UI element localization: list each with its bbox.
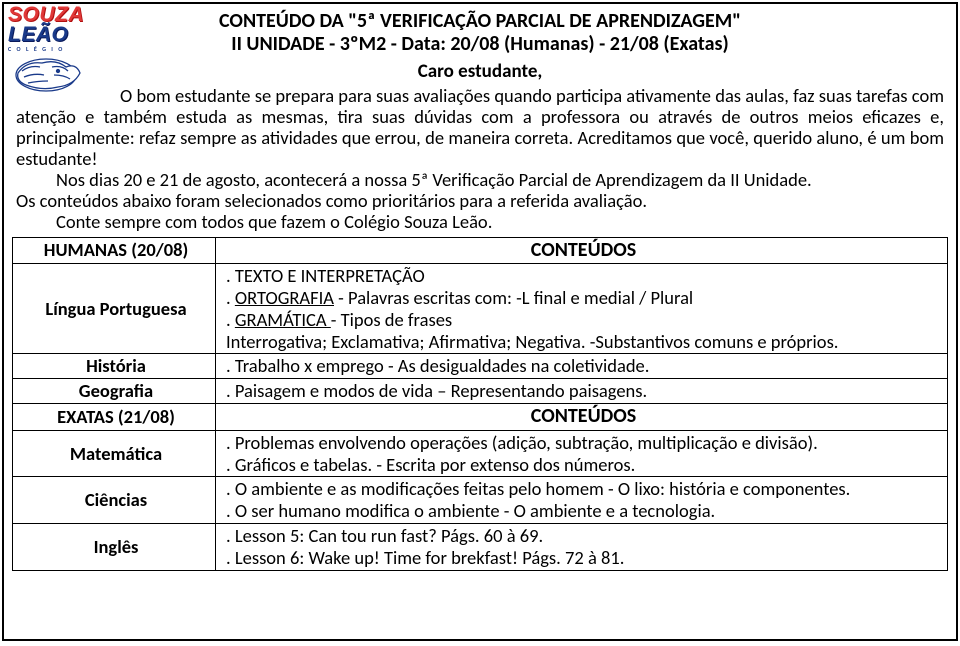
lion-icon bbox=[8, 55, 100, 104]
section-humanas-content-header: CONTEÚDOS bbox=[216, 237, 948, 264]
document-page: SOUZA LEÃO C O L É G I O CONTEÚDO DA "5ª… bbox=[2, 2, 958, 641]
ing-line1: . Lesson 5: Can tou run fast? Págs. 60 à… bbox=[226, 524, 543, 547]
cie-line1: . O ambiente e as modificações feitas pe… bbox=[226, 477, 850, 500]
lp-line1: . TEXTO E INTERPRETAÇÃO bbox=[226, 264, 425, 287]
table-row: Ciências . O ambiente e as modificações … bbox=[13, 477, 948, 524]
mat-line2: . Gráficos e tabelas. - Escrita por exte… bbox=[226, 453, 635, 476]
section-humanas-label: HUMANAS (20/08) bbox=[13, 237, 216, 264]
logo-line2: LEÃO bbox=[8, 25, 100, 45]
lp-line2-underline: ORTOGRAFIA bbox=[235, 286, 334, 309]
table-row: História . Trabalho x emprego - As desig… bbox=[13, 354, 948, 379]
content-historia: . Trabalho x emprego - As desigualdades … bbox=[216, 354, 948, 379]
lp-line3-rest: - Tipos de frases bbox=[331, 308, 452, 331]
content-ciencias: . O ambiente e as modificações feitas pe… bbox=[216, 477, 948, 524]
content-lingua-portuguesa: . TEXTO E INTERPRETAÇÃO . ORTOGRAFIA - P… bbox=[216, 264, 948, 354]
section-exatas-content-header: CONTEÚDOS bbox=[216, 404, 948, 431]
table-row: Geografia . Paisagem e modos de vida – R… bbox=[13, 379, 948, 404]
lp-line2-rest: - Palavras escritas com: -L final e medi… bbox=[334, 286, 693, 309]
content-matematica: . Problemas envolvendo operações (adição… bbox=[216, 430, 948, 477]
school-logo: SOUZA LEÃO C O L É G I O bbox=[8, 5, 100, 93]
content-ingles: . Lesson 5: Can tou run fast? Págs. 60 à… bbox=[216, 524, 948, 571]
mat-line1: . Problemas envolvendo operações (adição… bbox=[226, 431, 818, 454]
content-table: HUMANAS (20/08) CONTEÚDOS Língua Portugu… bbox=[12, 237, 948, 571]
subject-ciencias: Ciências bbox=[13, 477, 216, 524]
subject-matematica: Matemática bbox=[13, 430, 216, 477]
title: CONTEÚDO DA "5ª VERIFICAÇÃO PARCIAL DE A… bbox=[12, 10, 948, 33]
subject-ingles: Inglês bbox=[13, 524, 216, 571]
table-row: EXATAS (21/08) CONTEÚDOS bbox=[13, 404, 948, 431]
lp-line3-prefix: . bbox=[226, 308, 235, 331]
subject-historia: História bbox=[13, 354, 216, 379]
cie-line2: . O ser humano modifica o ambiente - O a… bbox=[226, 499, 715, 522]
p4: Conte sempre com todos que fazem o Colég… bbox=[16, 211, 944, 232]
subject-lingua-portuguesa: Língua Portuguesa bbox=[13, 264, 216, 354]
content-geografia: . Paisagem e modos de vida – Representan… bbox=[216, 379, 948, 404]
p2: Nos dias 20 e 21 de agosto, acontecerá a… bbox=[16, 169, 944, 190]
document-header: CONTEÚDO DA "5ª VERIFICAÇÃO PARCIAL DE A… bbox=[12, 8, 948, 56]
subject-geografia: Geografia bbox=[13, 379, 216, 404]
table-row: HUMANAS (20/08) CONTEÚDOS bbox=[13, 237, 948, 264]
logo-sub: C O L É G I O bbox=[8, 45, 100, 53]
table-row: Inglês . Lesson 5: Can tou run fast? Pág… bbox=[13, 524, 948, 571]
table-row: Língua Portuguesa . TEXTO E INTERPRETAÇÃ… bbox=[13, 264, 948, 354]
lp-line4: Interrogativa; Exclamativa; Afirmativa; … bbox=[226, 330, 838, 353]
subtitle: II UNIDADE - 3ºM2 - Data: 20/08 (Humanas… bbox=[12, 33, 948, 56]
lp-line2-prefix: . bbox=[226, 286, 235, 309]
section-exatas-label: EXATAS (21/08) bbox=[13, 404, 216, 431]
intro-paragraph: O bom estudante se prepara para suas ava… bbox=[12, 85, 948, 233]
logo-line1: SOUZA bbox=[8, 5, 100, 25]
greeting: Caro estudante, bbox=[12, 60, 948, 83]
ing-line2: . Lesson 6: Wake up! Time for brekfast! … bbox=[226, 546, 624, 569]
p3: Os conteúdos abaixo foram selecionados c… bbox=[16, 190, 944, 211]
lp-line3-underline: GRAMÁTICA bbox=[235, 308, 331, 331]
p1-line1: O bom estudante se prepara para suas ava… bbox=[16, 84, 852, 107]
table-row: Matemática . Problemas envolvendo operaç… bbox=[13, 430, 948, 477]
